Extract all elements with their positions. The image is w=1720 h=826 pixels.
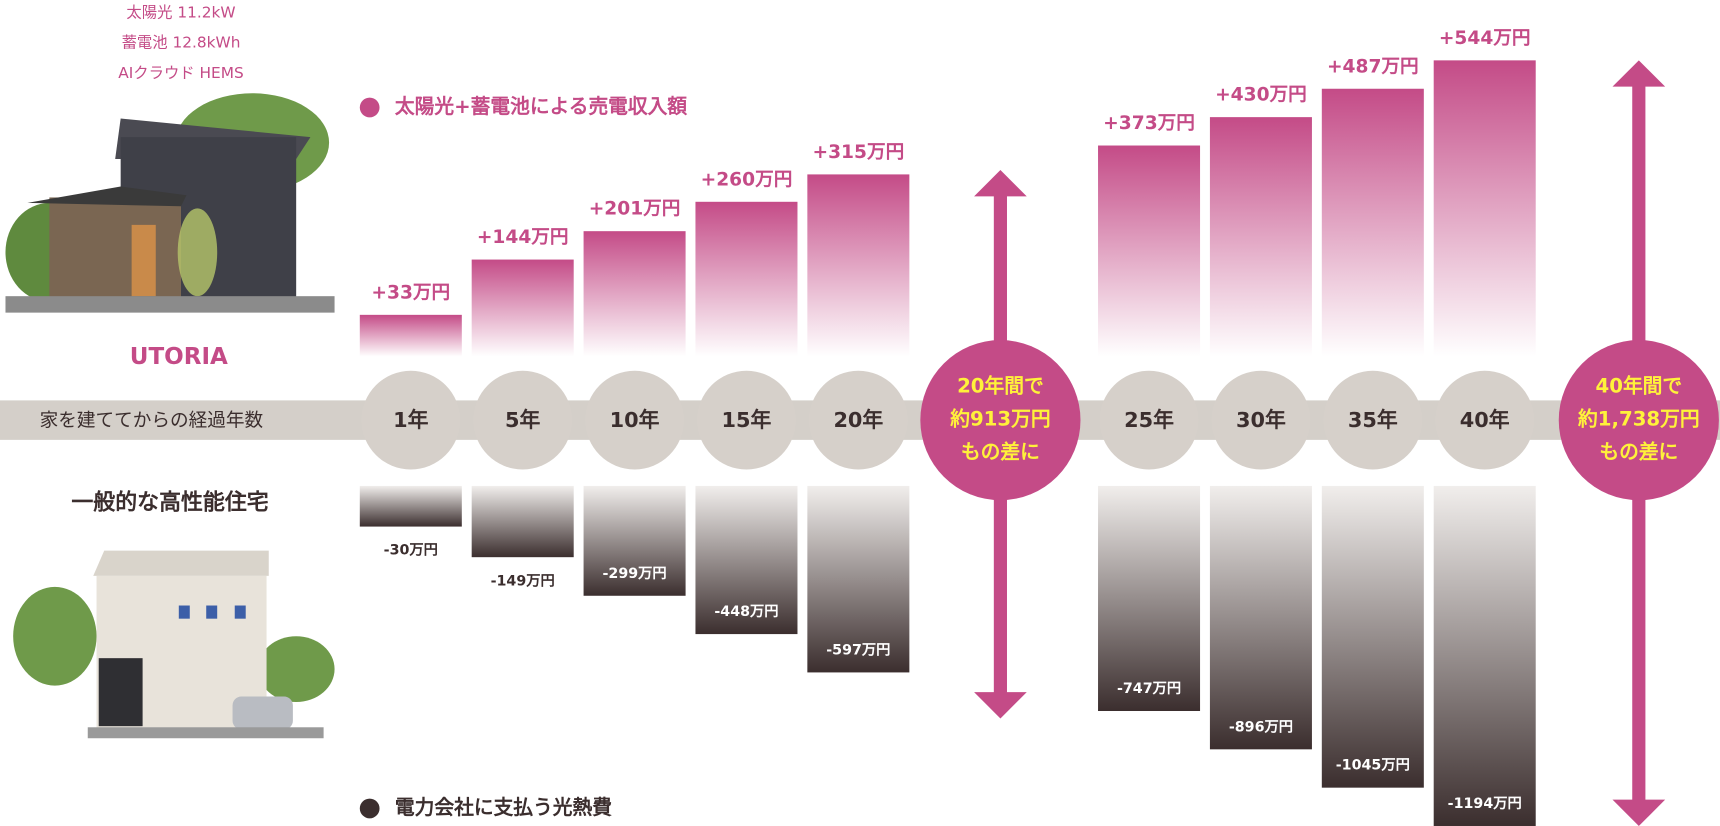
arrow-head [974, 692, 1027, 719]
value-label: -448万円 [714, 603, 778, 620]
utoria-house [5, 93, 335, 313]
income-bar [1321, 88, 1424, 357]
standard-house [13, 550, 335, 739]
year-circle [473, 370, 573, 470]
value-label: +373万円 [1103, 113, 1195, 134]
value-label: -30万円 [384, 542, 438, 559]
value-label: +544万円 [1439, 28, 1531, 49]
income-bar [807, 174, 910, 357]
income-bar [1433, 60, 1536, 357]
spec: 太陽光 11.2kW [126, 4, 235, 22]
value-label: -1045万円 [1336, 757, 1410, 774]
value-label: +430万円 [1215, 85, 1307, 106]
annotation: 約913万円 [949, 408, 1050, 431]
spec: 蓄電池 12.8kWh [122, 33, 241, 51]
value-label: +315万円 [812, 142, 904, 163]
house-name: UTORIA [130, 344, 228, 370]
legend-label: 太陽光+蓄電池による売電収入額 [394, 95, 687, 118]
spec: AIクラウド HEMS [118, 64, 243, 82]
arrow-head [974, 170, 1027, 197]
income-bar [695, 201, 798, 357]
cost-bar [583, 485, 686, 596]
income-bar [471, 259, 574, 357]
cost-bar [471, 485, 574, 558]
year-circle [1211, 370, 1311, 470]
annotation: もの差に [1599, 441, 1678, 464]
x-tick-label: 30年 [1236, 408, 1286, 432]
income-bar [583, 231, 686, 357]
x-tick-label: 10年 [610, 408, 660, 432]
value-label: -597万円 [826, 641, 890, 658]
value-label: +201万円 [589, 199, 681, 220]
year-circle [361, 370, 461, 470]
cost-bar [1321, 485, 1424, 788]
cost-bar [1209, 485, 1312, 750]
value-label: -149万円 [491, 572, 555, 589]
value-label: -299万円 [602, 565, 666, 582]
cost-bar [1098, 485, 1201, 712]
year-circle [1323, 370, 1423, 470]
cost-bar [807, 485, 910, 673]
axis-label: 家を建ててからの経過年数 [40, 411, 264, 432]
legend-label: 電力会社に支払う光熱費 [395, 796, 612, 819]
year-circle [1435, 370, 1535, 470]
diff-circle [1558, 340, 1719, 501]
x-tick-label: 1年 [393, 408, 428, 432]
income-bar [1098, 145, 1201, 357]
legend-swatch [359, 97, 380, 118]
annotation: 20年間で [957, 375, 1044, 398]
income-bar [1209, 117, 1312, 357]
value-label: +33万円 [371, 282, 450, 303]
income-bar [359, 314, 462, 357]
x-tick-label: 35年 [1348, 408, 1398, 432]
x-tick-label: 40年 [1460, 408, 1510, 432]
x-tick-label: 25年 [1124, 408, 1174, 432]
annotation: 約1,738万円 [1577, 408, 1700, 431]
cost-bar [359, 485, 462, 527]
value-label: +260万円 [701, 169, 793, 190]
arrow-head [1612, 799, 1666, 826]
value-label: +487万円 [1327, 56, 1419, 77]
arrow-head [1612, 60, 1666, 87]
x-tick-label: 5年 [505, 408, 540, 432]
year-circle [697, 370, 796, 470]
annotation: もの差に [961, 441, 1040, 464]
year-circle [808, 370, 908, 470]
cost-bar [695, 485, 798, 635]
value-label: -896万円 [1229, 718, 1293, 735]
annotation: 40年間で [1595, 375, 1682, 398]
x-tick-label: 15年 [722, 408, 772, 432]
x-tick-label: 20年 [833, 408, 883, 432]
value-label: +144万円 [477, 227, 569, 248]
diff-circle [920, 340, 1081, 501]
year-circle [1099, 370, 1199, 470]
year-circle [585, 370, 684, 470]
house-name: 一般的な高性能住宅 [71, 489, 268, 515]
value-label: -747万円 [1117, 680, 1181, 697]
legend-swatch [359, 798, 380, 819]
value-label: -1194万円 [1448, 795, 1522, 812]
cost-bar [1433, 485, 1536, 826]
